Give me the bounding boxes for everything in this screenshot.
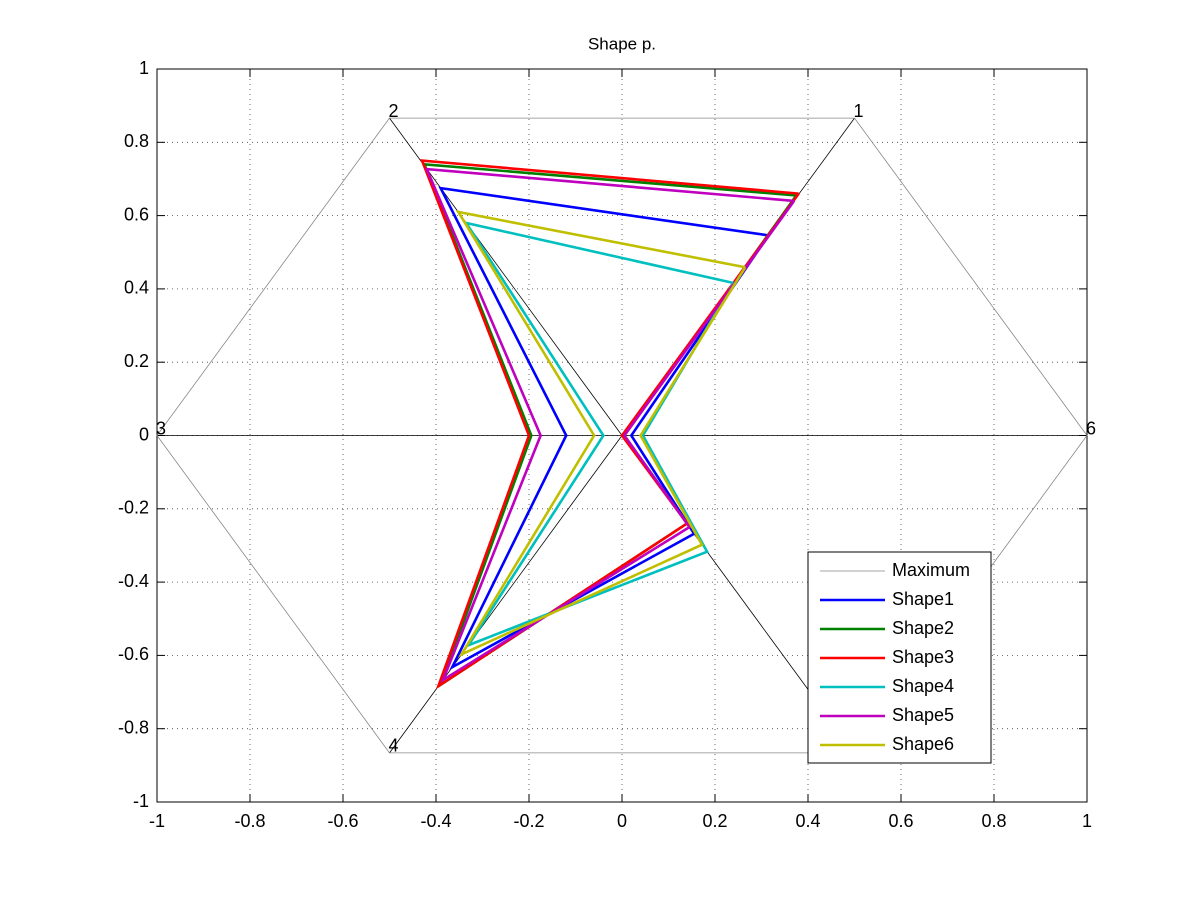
x-tick-label: 0.6 (888, 811, 913, 831)
series-line (424, 167, 796, 684)
x-tick-label: 0.2 (702, 811, 727, 831)
legend-label: Shape3 (892, 647, 954, 667)
vertex-label: 1 (853, 101, 863, 121)
y-tick-label: 1 (139, 58, 149, 78)
y-tick-label: 0.8 (124, 131, 149, 151)
vertex-label: 3 (156, 418, 166, 438)
y-tick-label: -0.8 (118, 717, 149, 737)
series-line (438, 186, 770, 671)
x-tick-label: -0.8 (234, 811, 265, 831)
series-line (156, 117, 1088, 754)
x-tick-label: 0 (617, 811, 627, 831)
legend-label: Shape5 (892, 705, 954, 725)
y-tick-label: 0.2 (124, 351, 149, 371)
x-tick-label: 0.8 (981, 811, 1006, 831)
legend-label: Shape4 (892, 676, 954, 696)
y-tick-label: 0.6 (124, 204, 149, 224)
vertex-label: 4 (388, 736, 398, 756)
y-tick-label: -0.6 (118, 644, 149, 664)
legend-label: Shape6 (892, 734, 954, 754)
series-line (455, 210, 747, 658)
vertex-label: 2 (388, 101, 398, 121)
y-tick-label: -1 (133, 791, 149, 811)
vertex-label: 6 (1086, 418, 1096, 438)
x-tick-label: -0.2 (513, 811, 544, 831)
x-tick-label: -0.4 (420, 811, 451, 831)
series-line (420, 159, 800, 690)
legend-label: Maximum (892, 560, 970, 580)
chart-title: Shape p. (588, 34, 656, 53)
x-tick-label: -1 (149, 811, 165, 831)
x-tick-label: 0.4 (795, 811, 820, 831)
x-tick-label: -0.6 (327, 811, 358, 831)
y-tick-label: 0.4 (124, 278, 149, 298)
legend-label: Shape1 (892, 589, 954, 609)
legend-label: Shape2 (892, 618, 954, 638)
y-tick-label: 0 (139, 424, 149, 444)
y-tick-label: -0.2 (118, 498, 149, 518)
y-tick-label: -0.4 (118, 571, 149, 591)
x-tick-label: 1 (1082, 811, 1092, 831)
